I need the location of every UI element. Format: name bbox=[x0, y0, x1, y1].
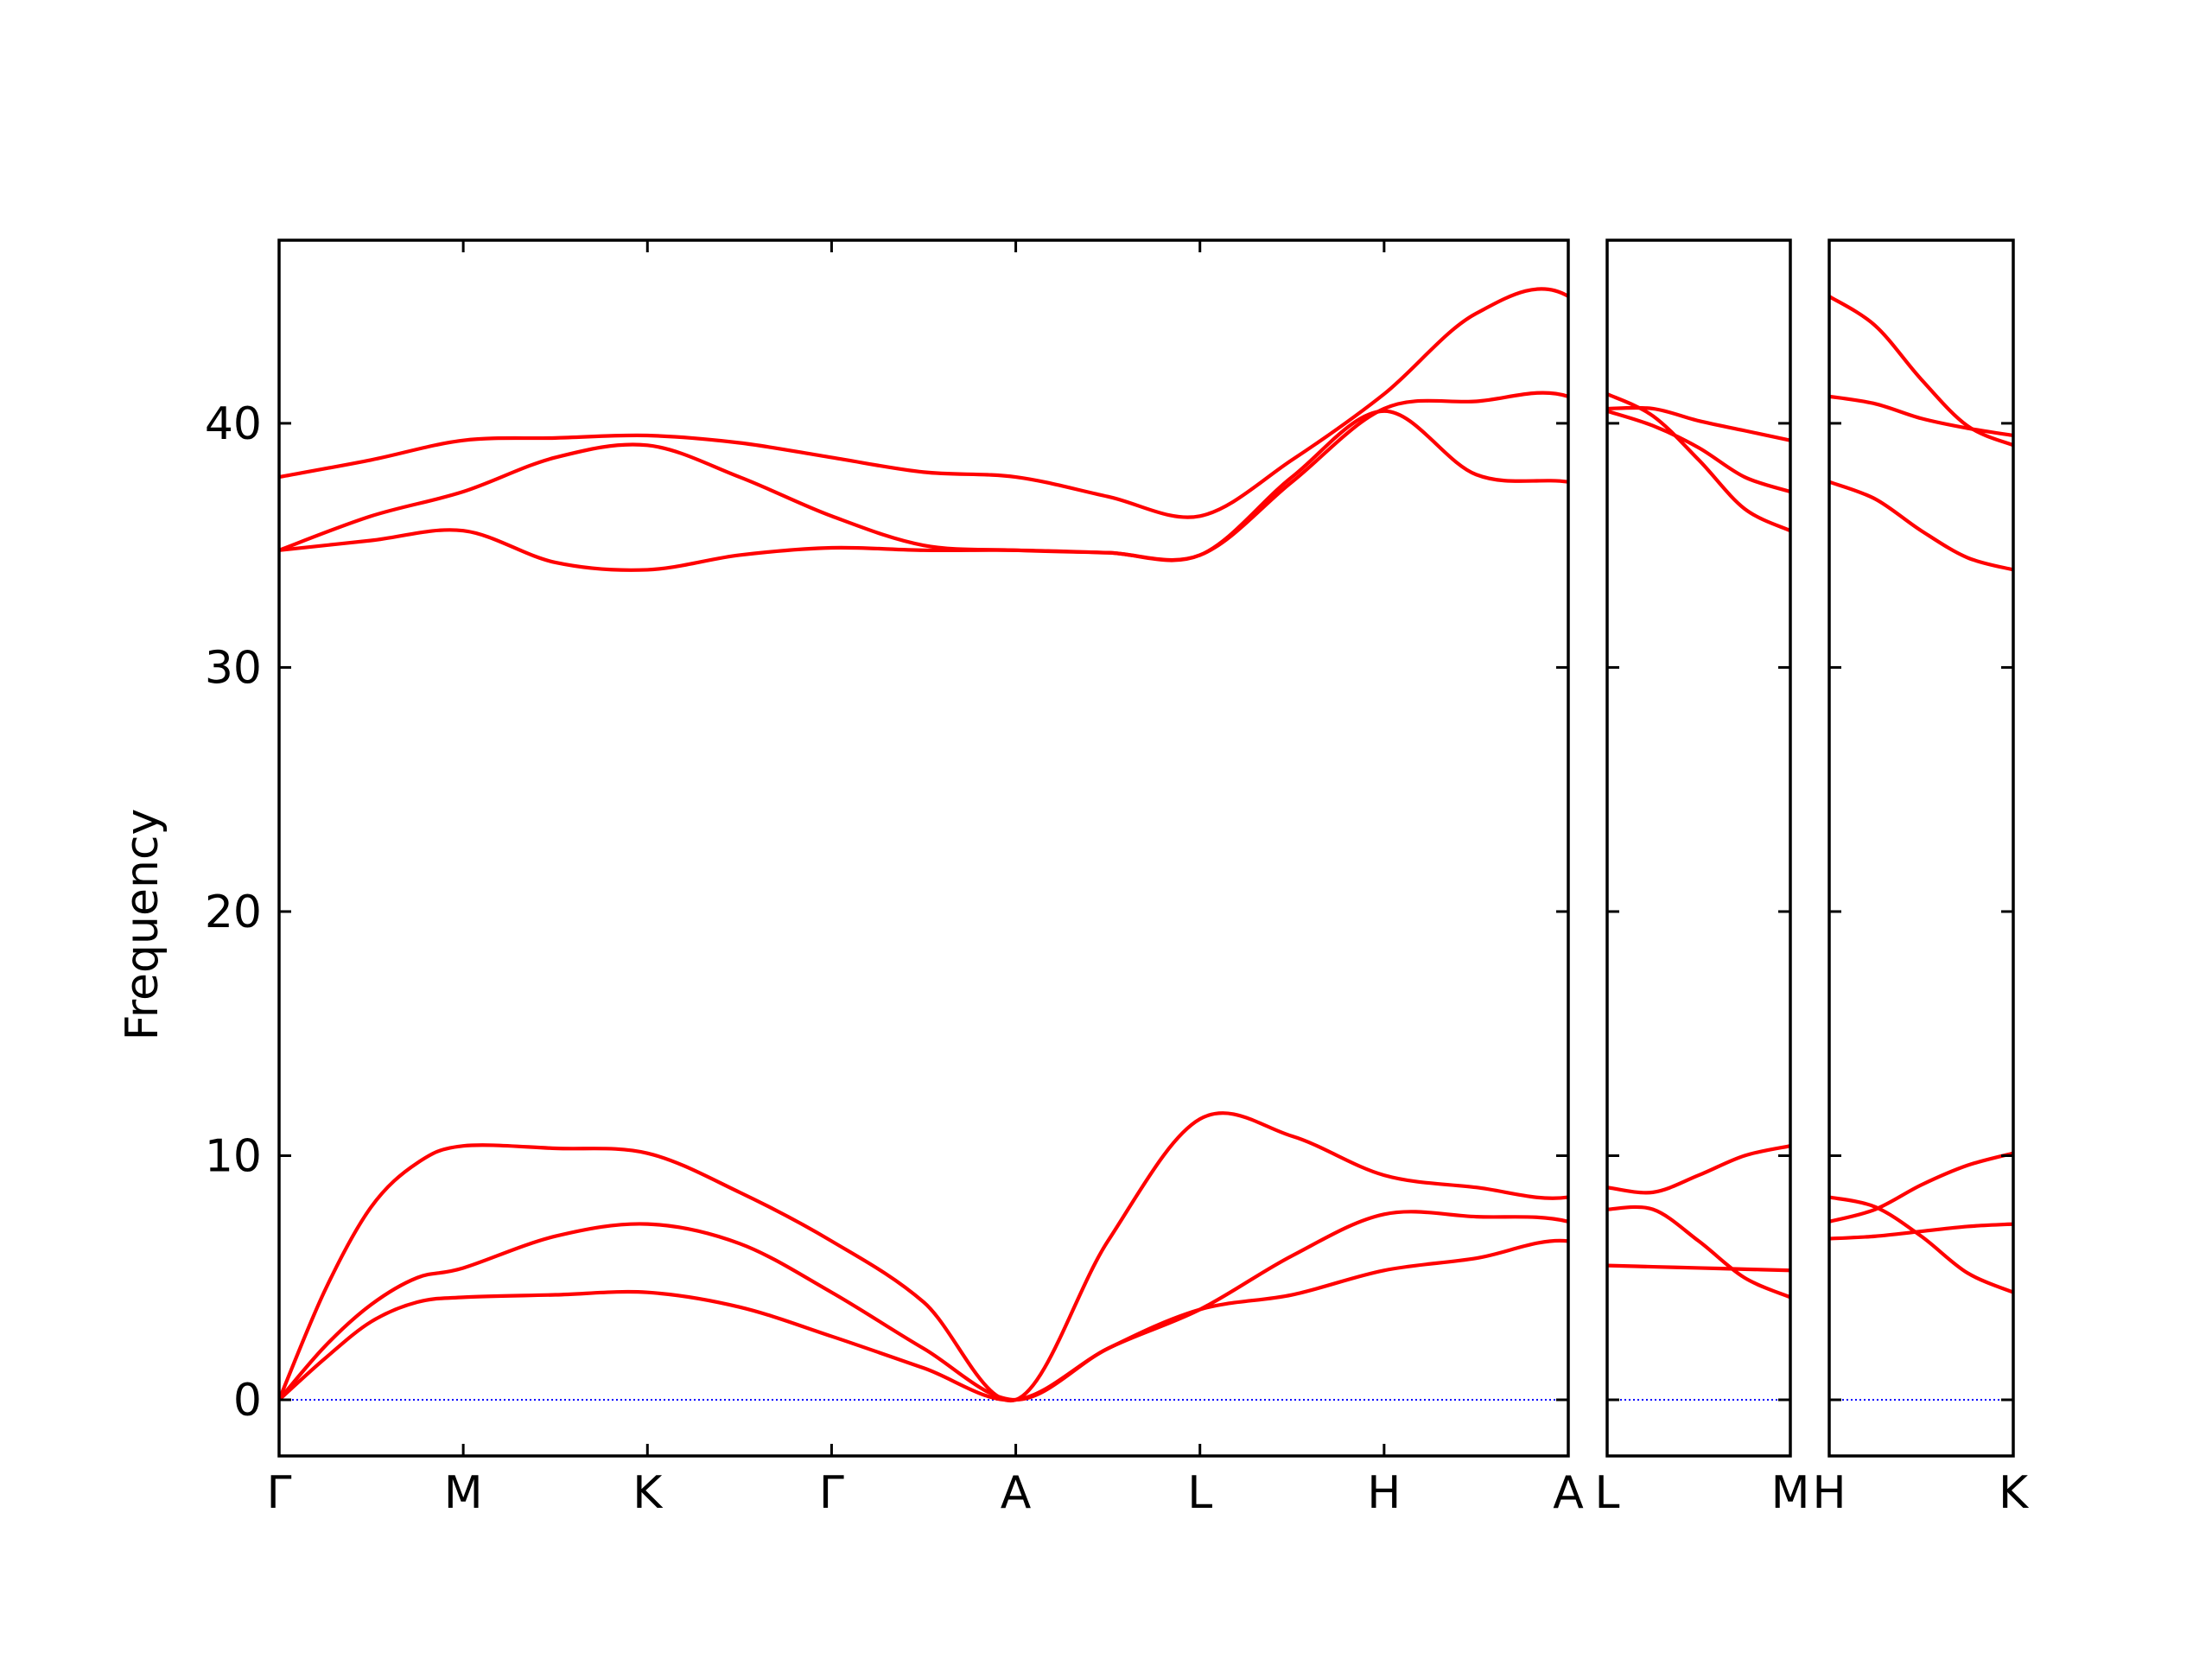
y-tick-label: 20 bbox=[205, 887, 262, 938]
band-line-1 bbox=[1829, 1151, 2013, 1224]
band-line-5 bbox=[1829, 394, 2013, 438]
x-tick-label: M bbox=[444, 1467, 483, 1519]
band-line-4 bbox=[1607, 391, 1790, 533]
x-tick-label: A bbox=[1553, 1467, 1584, 1519]
bands bbox=[1607, 391, 1790, 1300]
y-axis-label: Frequency bbox=[117, 809, 168, 1041]
band-line-3 bbox=[1607, 1263, 1790, 1273]
bands bbox=[279, 287, 1568, 1403]
band-line-2 bbox=[279, 1210, 1568, 1402]
x-tick-label: H bbox=[1367, 1467, 1401, 1519]
x-tick-label: H bbox=[1812, 1467, 1846, 1519]
band-line-6 bbox=[279, 391, 1568, 572]
panel-frame bbox=[1605, 238, 1792, 1458]
band-line-5 bbox=[279, 409, 1568, 563]
band-line-5 bbox=[1607, 409, 1790, 494]
panel-frame bbox=[277, 238, 1570, 1458]
panel-1: 0 10 20 30 40 Γ M K Γ A L H A bbox=[205, 238, 1584, 1519]
y-tick-label: 30 bbox=[205, 642, 262, 694]
x-tick-label: L bbox=[1595, 1467, 1620, 1519]
x-tick-label: L bbox=[1187, 1467, 1212, 1519]
x-tick-label: M bbox=[1771, 1467, 1810, 1519]
panel-frame bbox=[1827, 238, 2015, 1458]
x-tick-label: Γ bbox=[267, 1467, 292, 1519]
y-tick-label: 40 bbox=[205, 398, 262, 450]
band-line-1 bbox=[279, 1111, 1568, 1403]
band-line-2 bbox=[1607, 1205, 1790, 1300]
band-line-2 bbox=[1829, 1195, 2013, 1294]
x-tick-label: A bbox=[1001, 1467, 1032, 1519]
band-line-3 bbox=[279, 1238, 1568, 1402]
y-tick-label: 10 bbox=[205, 1130, 262, 1182]
x-tick-label: K bbox=[632, 1467, 664, 1519]
y-tick-label: 0 bbox=[233, 1375, 262, 1427]
band-line-3 bbox=[1829, 1222, 2013, 1241]
band-line-4 bbox=[279, 287, 1568, 519]
x-tick-label: Γ bbox=[819, 1467, 844, 1519]
bands bbox=[1829, 294, 2013, 1294]
band-line-6 bbox=[1829, 480, 2013, 572]
band-line-4 bbox=[1829, 294, 2013, 448]
x-tick-label: K bbox=[1999, 1467, 2030, 1519]
band-line-6 bbox=[1607, 405, 1790, 442]
band-line-1 bbox=[1607, 1144, 1790, 1195]
